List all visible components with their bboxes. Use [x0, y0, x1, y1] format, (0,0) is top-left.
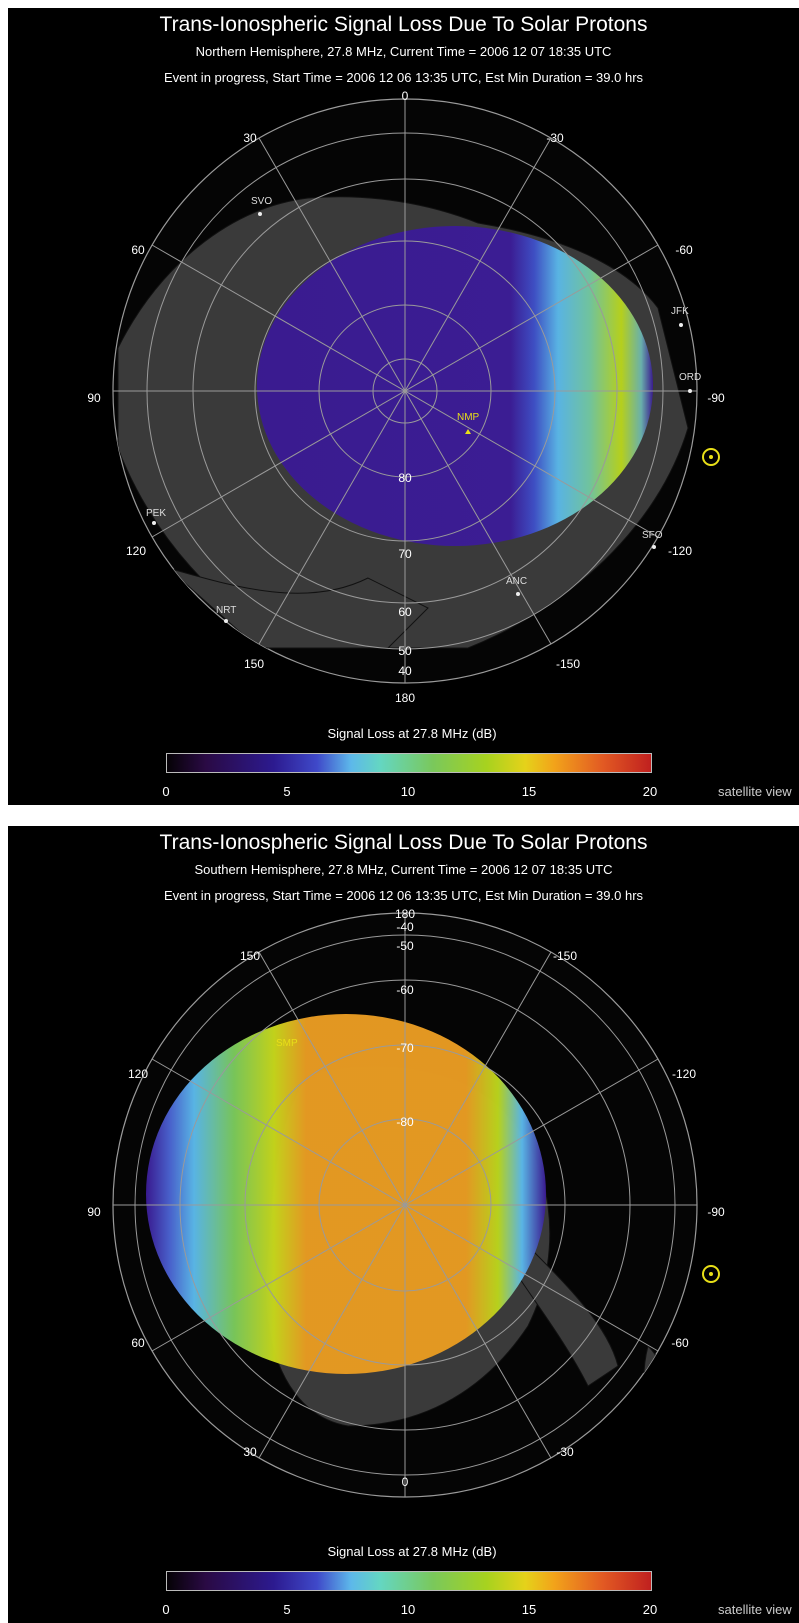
north-title: Trans-Ionospheric Signal Loss Due To Sol…: [159, 13, 648, 36]
city-ord: ORD: [679, 372, 701, 383]
south-panel: Trans-Ionospheric Signal Loss Due To Sol…: [8, 826, 799, 1623]
north-cb-tick-5: 5: [283, 784, 291, 799]
north-signal-loss-region: [257, 226, 653, 546]
north-satellite-view-label: satellite view: [718, 784, 792, 799]
north-lon-upper-right: -30: [546, 131, 564, 145]
south-america-tip: [643, 1345, 671, 1437]
south-graticule: [113, 913, 697, 1497]
north-cb-tick-10: 10: [400, 784, 416, 799]
north-lon-bottom-right: -150: [556, 657, 580, 671]
south-lon-upper-right: -150: [553, 949, 577, 963]
south-title: Trans-Ionospheric Signal Loss Due To Sol…: [159, 831, 648, 854]
south-lat-minus60: -60: [396, 983, 414, 997]
south-signal-loss-region: [146, 1014, 546, 1374]
north-subtitle: Northern Hemisphere, 27.8 MHz, Current T…: [195, 44, 612, 59]
south-lat-minus70: -70: [396, 1041, 414, 1055]
north-lat-60: 60: [398, 605, 412, 619]
north-lon-top: 0: [402, 89, 409, 103]
south-colorbar-title: Signal Loss at 27.8 MHz (dB): [327, 1544, 497, 1559]
sun-icon: [702, 448, 720, 466]
south-event-line: Event in progress, Start Time = 2006 12 …: [163, 888, 644, 903]
south-cb-tick-20: 20: [642, 1602, 658, 1617]
south-lon-right: -90: [707, 1205, 725, 1219]
north-cb-tick-15: 15: [521, 784, 537, 799]
city-nmp: NMP: [457, 412, 480, 423]
nmp-marker-icon: [465, 429, 471, 434]
city-pek: PEK: [146, 508, 166, 519]
north-landmass-south: [167, 567, 429, 649]
north-lon-right: -90: [707, 391, 725, 405]
south-lon-top: 180: [395, 907, 415, 921]
south-cb-tick-10: 10: [400, 1602, 416, 1617]
city-nrt: NRT: [216, 605, 236, 616]
north-lat-80: 80: [398, 471, 412, 485]
north-lon-upper-left: 30: [243, 131, 257, 145]
south-lon-left-high: 120: [128, 1067, 148, 1081]
south-colorbar: [166, 1571, 652, 1591]
south-lat-minus80: -80: [396, 1115, 414, 1129]
south-cb-tick-5: 5: [283, 1602, 291, 1617]
south-subtitle: Southern Hemisphere, 27.8 MHz, Current T…: [194, 862, 613, 877]
north-lon-lower-left: 120: [126, 544, 146, 558]
antarctic-peninsula: [517, 1245, 619, 1387]
city-anc: ANC: [506, 576, 527, 587]
north-lon-bottom-left: 150: [244, 657, 264, 671]
south-lat-minus40: -40: [396, 920, 414, 934]
north-lat-70: 70: [398, 547, 412, 561]
city-smp: SMP: [276, 1038, 298, 1049]
south-lat-minus50: -50: [396, 939, 414, 953]
south-lon-left: 90: [87, 1205, 101, 1219]
north-city-markers: SVO JFK ORD PEK SFO ANC NRT NMP: [146, 196, 701, 623]
south-cb-tick-0: 0: [162, 1602, 170, 1617]
north-colorbar: [166, 753, 652, 773]
city-jfk: JFK: [671, 306, 689, 317]
north-lon-right-high: -60: [675, 243, 693, 257]
south-lon-right-high: -120: [672, 1067, 696, 1081]
south-lon-lower-right: -60: [671, 1336, 689, 1350]
north-lat-40: 40: [398, 664, 412, 678]
south-lon-upper-left: 150: [240, 949, 260, 963]
south-lon-bottom-right: -30: [556, 1445, 574, 1459]
north-event-line: Event in progress, Start Time = 2006 12 …: [163, 70, 644, 85]
north-cb-tick-20: 20: [642, 784, 658, 799]
north-lon-lower-right: -120: [668, 544, 692, 558]
north-lon-left-high: 60: [131, 243, 145, 257]
sun-icon: [702, 1265, 720, 1283]
north-lat-50: 50: [398, 644, 412, 658]
south-satellite-view-label: satellite view: [718, 1602, 792, 1617]
south-lon-bottom-left: 30: [243, 1445, 257, 1459]
south-lon-lower-left: 60: [131, 1336, 145, 1350]
north-lon-left: 90: [87, 391, 101, 405]
city-sfo: SFO: [642, 530, 663, 541]
south-map: 180 150 -150 120 -120 90 -90 60 -60 30 -…: [87, 907, 725, 1498]
north-panel: Trans-Ionospheric Signal Loss Due To Sol…: [8, 8, 799, 805]
south-lon-bottom: 0: [402, 1475, 409, 1489]
south-cb-tick-15: 15: [521, 1602, 537, 1617]
north-cb-tick-0: 0: [162, 784, 170, 799]
north-graticule: [113, 99, 697, 683]
north-map: 0 30 -30 60 -60 90 -90 120 -120 150 -150…: [87, 89, 725, 705]
north-colorbar-title: Signal Loss at 27.8 MHz (dB): [327, 726, 497, 741]
north-lon-bottom: 180: [395, 691, 415, 705]
city-svo: SVO: [251, 196, 272, 207]
